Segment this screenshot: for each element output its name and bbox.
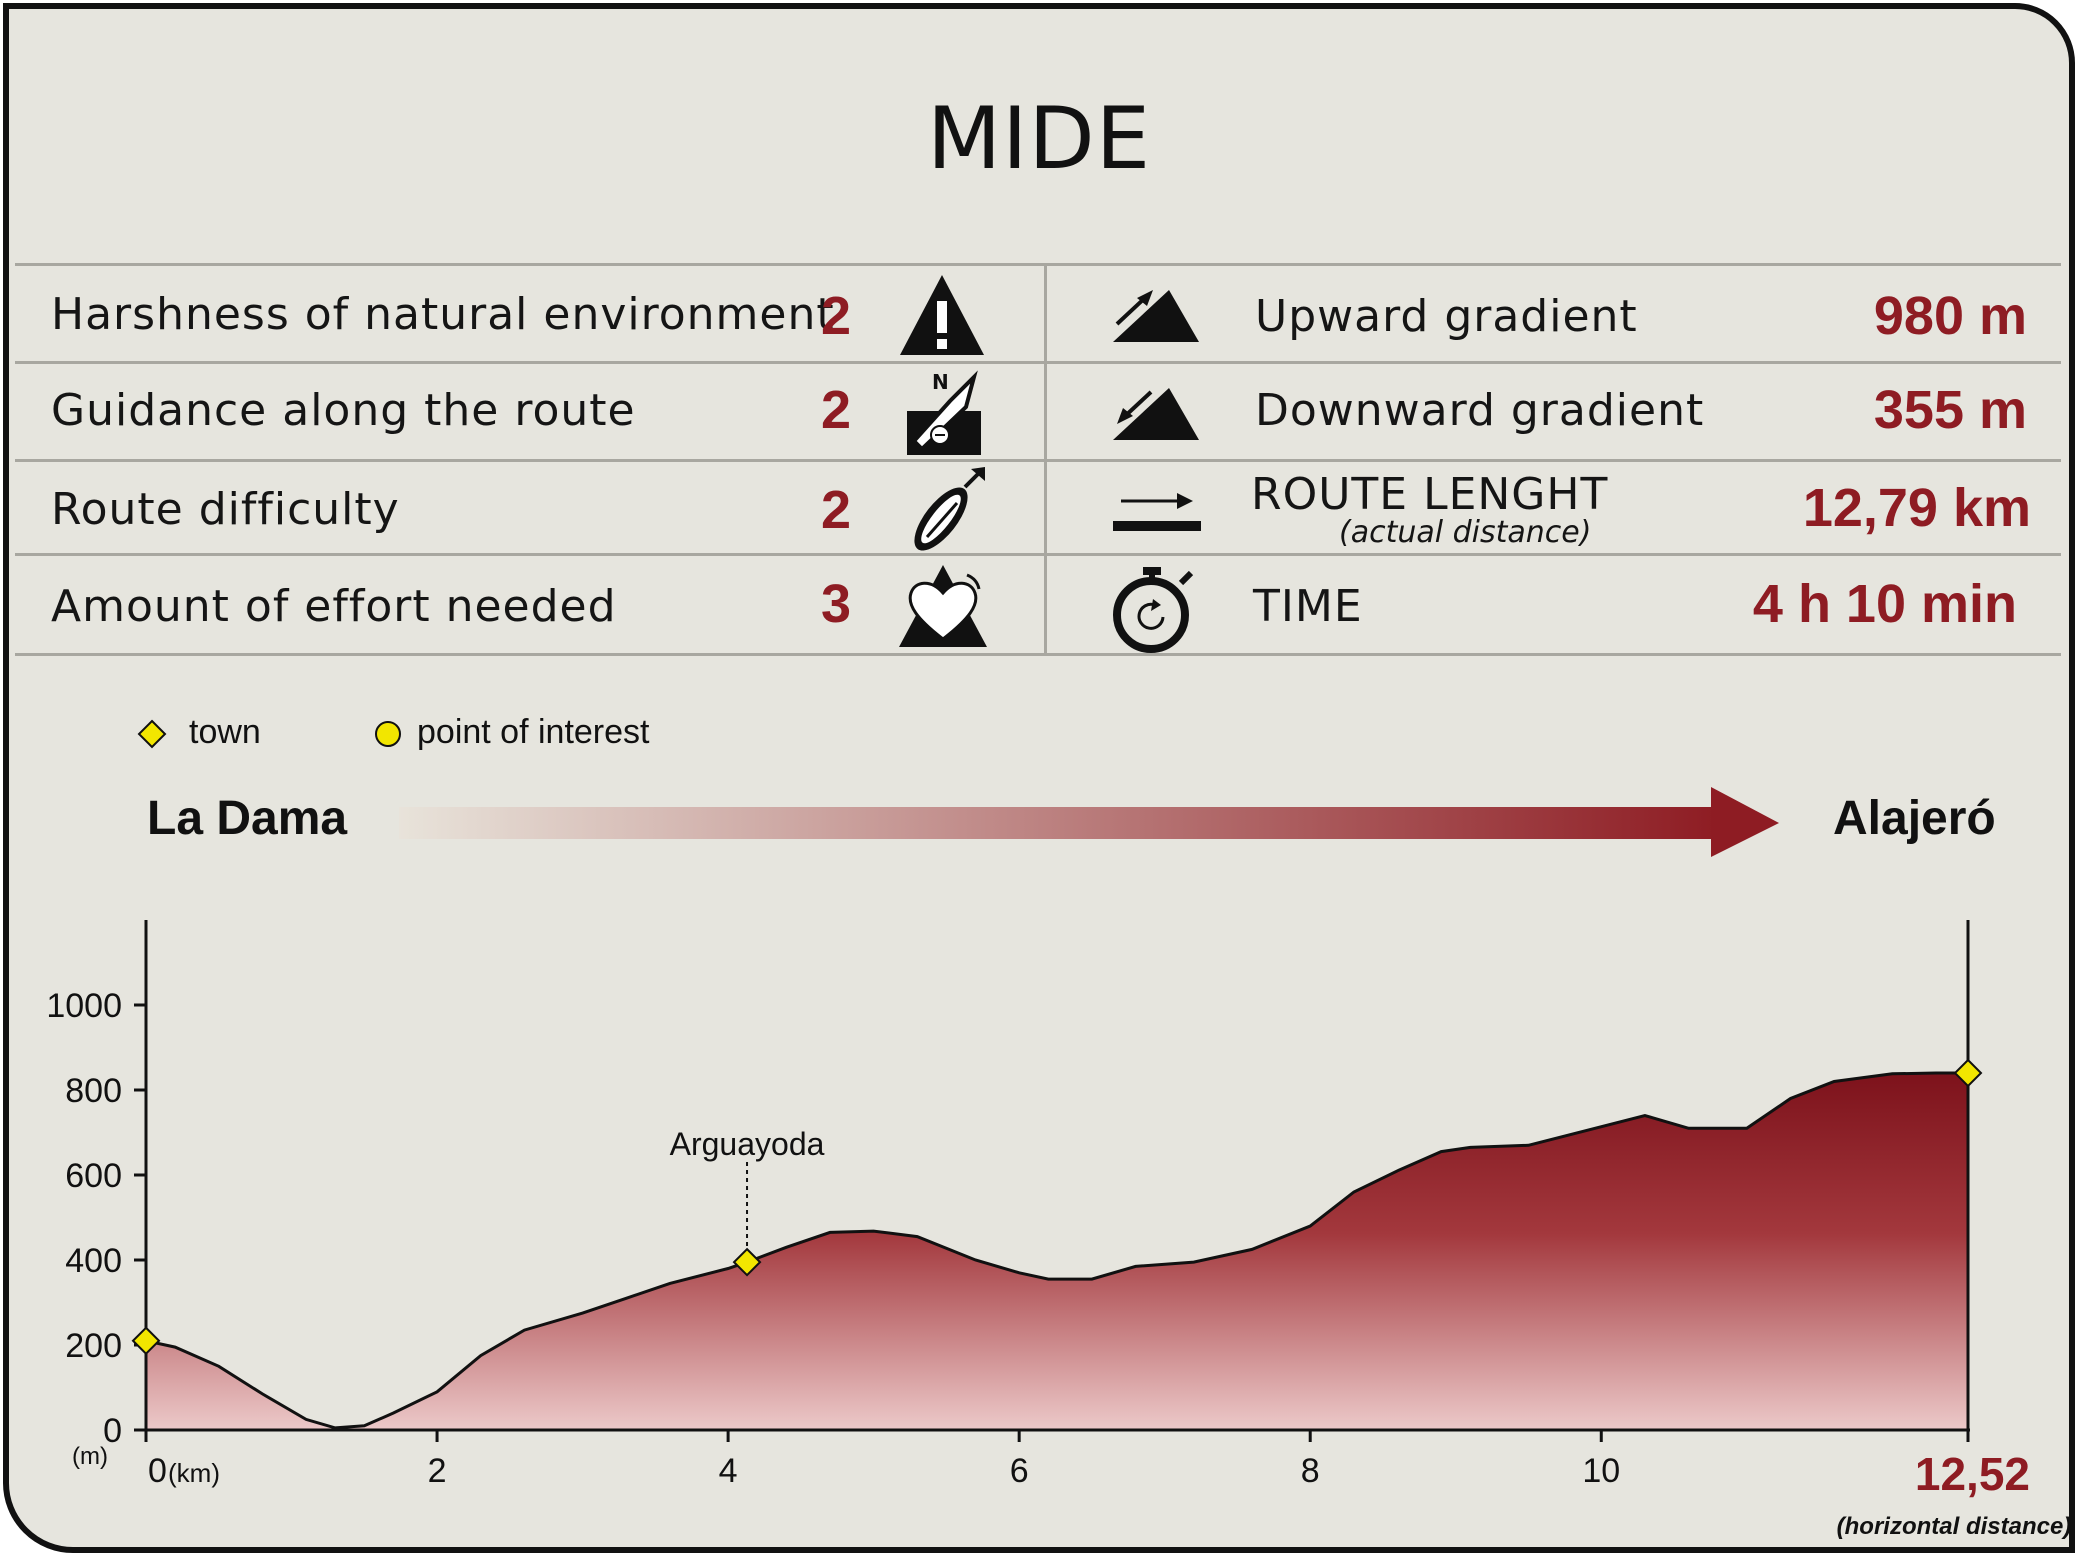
downward-slope-icon <box>1113 388 1199 440</box>
y-tick-label: 0 <box>103 1412 122 1450</box>
stat-sublabel-length: (actual distance) <box>1339 515 1592 550</box>
y-tick-label: 600 <box>65 1157 122 1195</box>
route-start-label: La Dama <box>147 792 348 845</box>
upward-slope-icon <box>1113 290 1199 342</box>
elevation-area <box>146 1073 1968 1430</box>
x-tick-label: 2 <box>428 1452 447 1490</box>
x-end-distance-label: 12,52 <box>1915 1448 2030 1500</box>
x-tick-label: 0 <box>148 1452 167 1490</box>
mide-label-difficulty: Route difficulty <box>51 484 400 535</box>
stat-value-length: 12,79 km <box>1802 478 2031 538</box>
legend-town-label: town <box>189 713 261 751</box>
table-divider <box>15 553 2061 556</box>
mide-value-effort: 3 <box>821 574 852 634</box>
town-marker <box>131 1326 161 1356</box>
table-divider <box>15 361 2061 364</box>
table-divider <box>15 263 2061 266</box>
town-marker <box>1953 1058 1983 1088</box>
x-tick-label: 10 <box>1582 1452 1620 1490</box>
x-tick-label: 6 <box>1010 1452 1029 1490</box>
stat-value-downward: 355 m <box>1873 380 2027 440</box>
stat-label-upward: Upward gradient <box>1255 291 1638 342</box>
footprint-icon <box>914 467 985 551</box>
stat-label-length: ROUTE LENGHT <box>1251 469 1609 520</box>
x-axis-unit-label: (km) <box>168 1458 220 1488</box>
page-title: MIDE <box>926 89 1152 189</box>
stat-value-time: 4 h 10 min <box>1752 574 2017 634</box>
town-marker <box>732 1247 762 1277</box>
table-column-divider <box>1044 263 1047 656</box>
x-tick-label: 4 <box>719 1452 738 1490</box>
table-divider <box>15 653 2061 656</box>
elevation-line <box>145 1071 1968 1430</box>
legend-poi-label: point of interest <box>417 713 650 751</box>
y-tick-label: 400 <box>65 1242 122 1280</box>
mide-label-harshness: Harshness of natural environment <box>51 289 835 340</box>
mide-label-effort: Amount of effort needed <box>51 581 617 632</box>
warning-triangle-icon <box>900 275 984 355</box>
y-tick-label: 200 <box>65 1327 122 1365</box>
route-direction-arrow <box>399 787 1779 857</box>
distance-arrow-icon <box>1113 493 1201 531</box>
horizontal-distance-note: (horizontal distance) <box>1837 1513 2072 1540</box>
poi-legend-marker <box>375 721 401 747</box>
y-tick-label: 800 <box>65 1072 122 1110</box>
mide-value-guidance: 2 <box>821 380 852 440</box>
mide-value-harshness: 2 <box>821 286 852 346</box>
y-axis-unit-label: (m) <box>72 1443 108 1470</box>
town-label: Arguayoda <box>670 1126 825 1162</box>
x-tick-label: 8 <box>1301 1452 1320 1490</box>
mide-label-guidance: Guidance along the route <box>51 385 636 436</box>
table-divider <box>15 459 2061 462</box>
compass-map-icon: N <box>907 370 981 455</box>
stopwatch-icon <box>1113 567 1194 653</box>
route-end-label: Alajeró <box>1833 792 1996 845</box>
town-legend-marker <box>137 719 167 749</box>
stat-label-downward: Downward gradient <box>1255 385 1705 436</box>
heart-mountain-icon <box>899 565 987 647</box>
svg-text:N: N <box>932 370 949 394</box>
y-tick-label: 1000 <box>46 987 122 1025</box>
stat-value-upward: 980 m <box>1873 286 2027 346</box>
stat-label-time: TIME <box>1253 581 1363 632</box>
mide-value-difficulty: 2 <box>821 480 852 540</box>
